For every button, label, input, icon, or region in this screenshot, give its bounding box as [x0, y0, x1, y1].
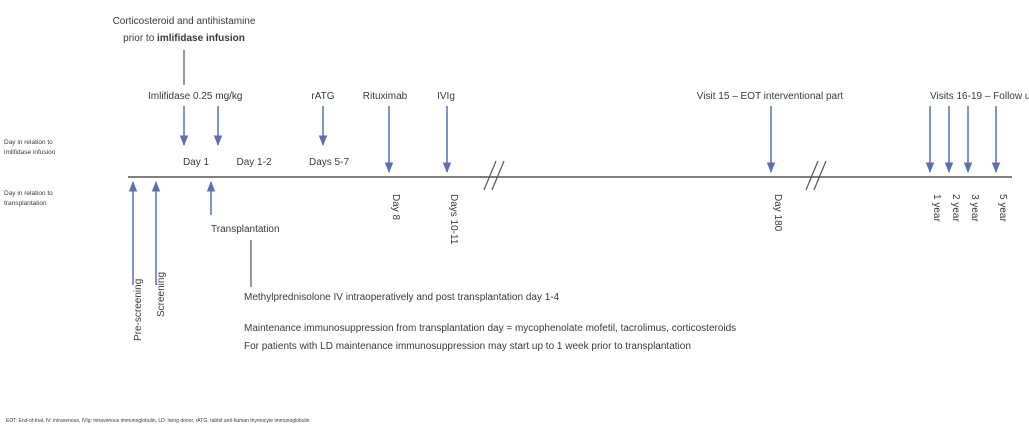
transplantation-label: Transplantation [211, 224, 280, 235]
event-rituximab: Rituximab [363, 91, 408, 102]
day-180-label: Day 180 [772, 194, 783, 232]
row-label-imlifidase-1: Day in relation to [4, 139, 53, 146]
screening-label: Screening [156, 272, 167, 317]
year-3-label: 3 year [969, 194, 980, 222]
note-methylprednisolone: Methylprednisolone IV intraoperatively a… [244, 292, 560, 303]
days-5-7-label: Days 5-7 [309, 157, 349, 168]
top-note-line2: prior to imlifidase infusion [123, 33, 245, 44]
timeline-break-1 [483, 160, 505, 191]
event-visit15: Visit 15 – EOT interventional part [697, 91, 844, 102]
prescreening-label: Pre-screening [133, 279, 144, 341]
footnote: EOT: End-of-trial, IV: intravenous, IVIg… [6, 418, 310, 424]
year-2-label: 2 year [950, 194, 961, 222]
day-1-label: Day 1 [183, 157, 210, 168]
event-visits16: Visits 16-19 – Follow up [930, 91, 1029, 102]
day-1-2-label: Day 1-2 [236, 157, 271, 168]
event-ivig: IVIg [437, 91, 455, 102]
note-maintenance: Maintenance immunosuppression from trans… [244, 323, 736, 334]
timeline-break-2 [805, 160, 827, 191]
year-5-label: 5 year [997, 194, 1008, 222]
row-label-imlifidase-2: imlifidase infusion [4, 149, 56, 156]
row-label-transplant-2: transplantation [4, 200, 47, 207]
event-imlifidase: Imlifidase 0.25 mg/kg [148, 91, 243, 102]
top-note-line1: Corticosteroid and antihistamine [113, 16, 256, 27]
year-1-label: 1 year [931, 194, 942, 222]
note-living-donor: For patients with LD maintenance immunos… [244, 341, 691, 352]
event-ratg: rATG [311, 91, 334, 102]
days-10-11-label: Days 10-11 [448, 194, 459, 245]
day-8-label: Day 8 [390, 194, 401, 221]
row-label-transplant-1: Day in relation to [4, 190, 53, 197]
